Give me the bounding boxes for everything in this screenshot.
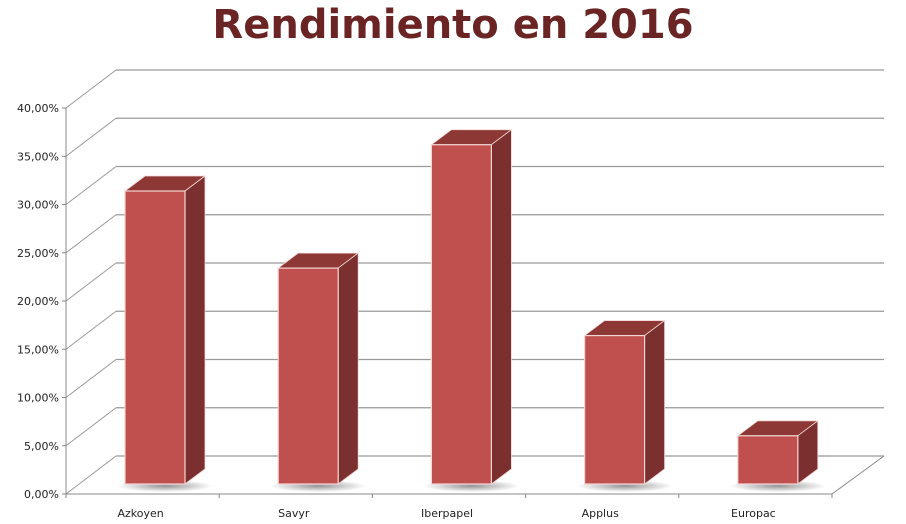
grid-diagonal	[65, 310, 117, 350]
y-tick-label: 25,00%	[17, 247, 59, 260]
y-tick-label: 10,00%	[17, 392, 59, 405]
y-tick-label: 15,00%	[17, 343, 59, 356]
y-tick-label: 5,00%	[24, 440, 59, 453]
x-tick-label: Savyr	[278, 507, 310, 520]
bar-Savyr	[277, 267, 339, 485]
x-tick-label: Iberpapel	[421, 507, 473, 520]
x-tick-label: Azkoyen	[117, 507, 163, 520]
bar-Iberpapel	[430, 144, 492, 485]
x-tick-label: Europac	[731, 507, 776, 520]
y-tick-label: 30,00%	[17, 199, 59, 212]
bar-Europac	[737, 435, 799, 485]
grid-diagonal	[65, 117, 117, 157]
grid-diagonal	[65, 166, 117, 205]
grid-diagonal	[65, 455, 117, 495]
bar-side-Iberpapel	[490, 128, 512, 485]
grid-diagonal	[65, 407, 117, 447]
y-tick-label: 35,00%	[17, 150, 59, 163]
grid-diagonal	[65, 214, 117, 254]
grid-diagonal	[65, 262, 117, 302]
bar-side-Applus	[644, 319, 665, 485]
floor-edge	[831, 455, 885, 495]
y-tick-label: 40,00%	[17, 102, 59, 115]
y-tick-label: 20,00%	[17, 295, 59, 308]
bar-Applus	[583, 334, 646, 485]
bar-side-Savyr	[337, 252, 359, 485]
x-tick-label: Applus	[582, 507, 620, 520]
bar-Azkoyen	[124, 190, 186, 485]
grid-diagonal	[65, 69, 117, 109]
y-tick-label: 0,00%	[24, 488, 59, 501]
bar-side-Azkoyen	[184, 175, 206, 485]
grid-diagonal	[65, 359, 117, 398]
chart-title: Rendimiento en 2016	[212, 2, 694, 48]
